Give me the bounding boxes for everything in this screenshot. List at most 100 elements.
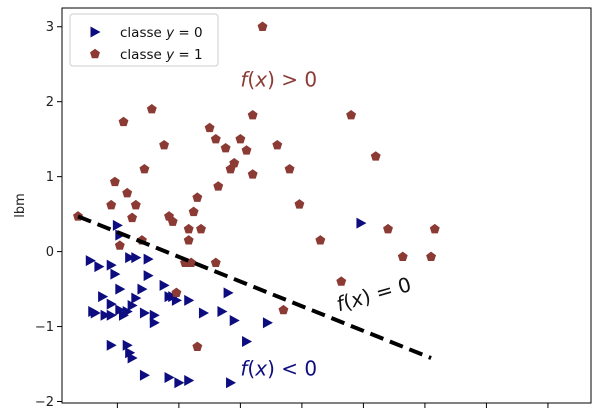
class0-point xyxy=(106,259,117,271)
legend-marker-class0 xyxy=(90,26,101,38)
class0-point xyxy=(137,283,148,295)
class0-point xyxy=(98,291,109,303)
y-tick-label: 0 xyxy=(46,245,54,260)
legend-label: classe y = 1 xyxy=(120,47,203,63)
class0-point xyxy=(115,304,126,316)
class0-point xyxy=(149,309,160,321)
class1-point xyxy=(192,341,203,351)
class0-point xyxy=(106,309,117,321)
class1-point xyxy=(210,257,221,268)
decision-boundary-line xyxy=(77,214,432,360)
class1-point xyxy=(167,216,178,226)
class1-point xyxy=(127,212,138,223)
class0-point xyxy=(356,217,367,229)
class0-point xyxy=(112,219,123,231)
class0-point xyxy=(198,307,209,319)
class0-point xyxy=(139,369,150,381)
class0-point xyxy=(262,317,273,329)
class0-point xyxy=(139,307,150,319)
class0-point xyxy=(127,300,138,312)
class0-point xyxy=(115,283,126,295)
class0-point xyxy=(159,279,170,291)
class0-point xyxy=(143,253,154,265)
legend: classe y = 0 classe y = 1 xyxy=(69,13,219,67)
class1-point xyxy=(397,251,408,262)
class0-point xyxy=(223,287,234,299)
y-tick-label: 3 xyxy=(46,20,54,35)
class1-point xyxy=(159,139,170,150)
class1-point xyxy=(183,223,194,234)
class1-point xyxy=(370,151,381,161)
class0-point xyxy=(131,292,142,304)
class0-point xyxy=(100,309,111,321)
class1-point xyxy=(336,276,347,286)
class0-point xyxy=(184,294,195,306)
class0-point xyxy=(106,339,117,351)
x-axis xyxy=(116,403,549,408)
class0-point xyxy=(110,268,121,280)
class0-point xyxy=(229,315,240,327)
class1-point xyxy=(315,235,326,245)
y-axis: −2 −1 0 1 2 3 xyxy=(35,20,62,409)
class0-point xyxy=(171,294,182,306)
y-tick-label: 2 xyxy=(46,95,54,110)
annotations: f(x) > 0 f(x) = 0 f(x) < 0 xyxy=(240,68,414,381)
legend-box xyxy=(69,13,219,67)
class1-point xyxy=(171,287,182,298)
class1-point xyxy=(118,116,129,127)
legend-label: classe y = 0 xyxy=(120,25,203,41)
class1-point xyxy=(278,304,289,315)
class1-point xyxy=(272,139,283,150)
annotation-label: f(x) = 0 xyxy=(334,272,414,316)
y-axis-title: lbm xyxy=(13,193,28,218)
class1-point xyxy=(284,163,295,174)
class0-point xyxy=(149,317,160,329)
class0-point xyxy=(184,375,195,387)
class0-point xyxy=(127,352,138,364)
class1-point xyxy=(114,240,125,250)
class0-point xyxy=(125,252,136,264)
class0-point xyxy=(131,252,142,264)
class1-point xyxy=(294,199,305,209)
class1-point xyxy=(183,235,194,245)
class0-point xyxy=(242,336,253,348)
class1-point xyxy=(257,21,268,31)
class1-point xyxy=(247,109,258,120)
class1-point xyxy=(188,206,199,217)
class1-point xyxy=(192,192,203,202)
class1-point xyxy=(235,133,246,144)
y-tick-label: 1 xyxy=(46,170,54,185)
data-points xyxy=(73,21,440,389)
class1-point xyxy=(426,251,437,262)
class0-point xyxy=(217,306,228,318)
class1-point xyxy=(247,169,258,179)
class1-point xyxy=(383,223,393,234)
class1-point xyxy=(204,122,215,133)
class1-point xyxy=(210,133,221,144)
class1-point xyxy=(139,163,150,174)
class1-point xyxy=(213,181,224,191)
class1-point xyxy=(146,103,157,114)
legend-marker-class1 xyxy=(90,48,100,59)
class0-point xyxy=(88,306,99,318)
class1-point xyxy=(196,223,206,234)
y-tick-label: −2 xyxy=(35,395,54,409)
class1-point xyxy=(346,109,357,120)
class0-point xyxy=(106,298,117,310)
annotation-label: f(x) < 0 xyxy=(240,356,317,380)
class1-point xyxy=(429,223,440,234)
class1-point xyxy=(229,157,240,168)
class0-point xyxy=(164,372,175,384)
class0-point xyxy=(226,377,237,389)
class1-point xyxy=(122,187,133,198)
class0-point xyxy=(143,270,154,282)
class0-point xyxy=(94,261,105,273)
annotation-label: f(x) > 0 xyxy=(240,68,317,92)
class1-point xyxy=(109,176,120,187)
class1-point xyxy=(220,142,231,153)
plot-area xyxy=(61,7,592,404)
class0-point xyxy=(122,306,133,318)
class1-point xyxy=(130,199,141,210)
class1-point xyxy=(106,199,117,210)
